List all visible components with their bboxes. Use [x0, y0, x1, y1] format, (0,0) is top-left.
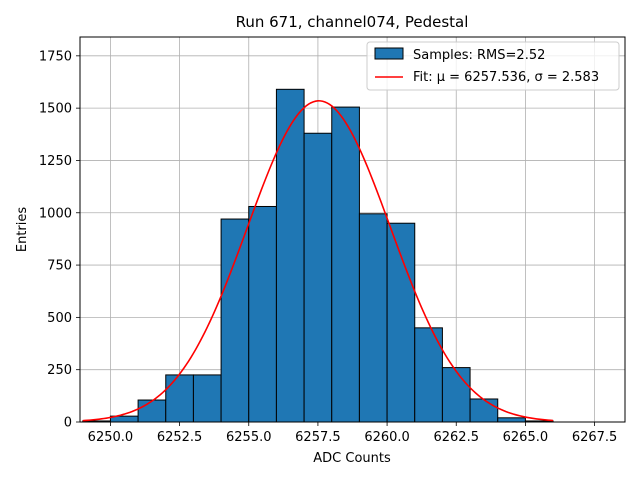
y-tick-label-6: 1500 [39, 102, 72, 117]
x-tick-label-0: 6250.0 [88, 430, 134, 445]
histogram-bar-11 [386, 222, 416, 423]
histogram-bar-14 [469, 398, 499, 423]
y-tick-label-7: 1750 [39, 49, 72, 64]
histogram-bar-6 [248, 205, 277, 423]
legend-box [366, 41, 620, 91]
x-tick-label-3: 6257.5 [295, 430, 341, 445]
y-tick-label-5: 1250 [39, 154, 72, 169]
legend-label-fit: Fit: μ = 6257.536, σ = 2.583 [413, 70, 599, 85]
x-axis-label: ADC Counts [313, 451, 391, 466]
histogram-bar-13 [441, 367, 471, 423]
fit-curve-group [82, 100, 554, 422]
y-axis-ticks: 0 250 500 750 1000 1250 1500 1750 [39, 49, 80, 431]
fit-curve [82, 100, 554, 422]
x-tick-label-7: 6267.5 [572, 430, 618, 445]
x-tick-label-6: 6265.0 [503, 430, 549, 445]
y-axis-label: Entries [15, 207, 30, 253]
histogram-bar-12 [414, 327, 443, 423]
histogram-bar-5 [220, 218, 250, 423]
y-tick-label-0: 0 [64, 416, 72, 431]
y-tick-label-3: 750 [47, 259, 72, 274]
histogram-bar-9 [331, 106, 360, 423]
y-tick-label-2: 500 [47, 311, 72, 326]
histogram-bar-8 [303, 132, 333, 423]
plot-frame [79, 36, 626, 423]
histogram-bar-3 [165, 374, 194, 423]
legend-label-samples: Samples: RMS=2.52 [413, 48, 545, 63]
x-axis-ticks: 6250.0 6252.5 6255.0 6257.5 6260.0 6262.5 6265… [88, 422, 618, 445]
histogram-bar-10 [358, 213, 388, 423]
x-tick-label-4: 6260.0 [364, 430, 410, 445]
histogram-bar-2 [137, 399, 167, 423]
y-tick-label-1: 250 [47, 363, 72, 378]
x-tick-label-5: 6262.5 [433, 430, 479, 445]
legend: Samples: RMS=2.52 Fit: μ = 6257.536, σ =… [366, 41, 620, 91]
x-tick-label-1: 6252.5 [157, 430, 203, 445]
y-tick-label-4: 1000 [39, 206, 72, 221]
histogram-bar-4 [192, 374, 222, 423]
chart-title: Run 671, channel074, Pedestal [236, 13, 469, 31]
x-tick-label-2: 6255.0 [226, 430, 272, 445]
legend-swatch-samples [374, 47, 404, 60]
histogram-bar-15 [497, 417, 526, 423]
histogram-bar-7 [275, 88, 305, 423]
